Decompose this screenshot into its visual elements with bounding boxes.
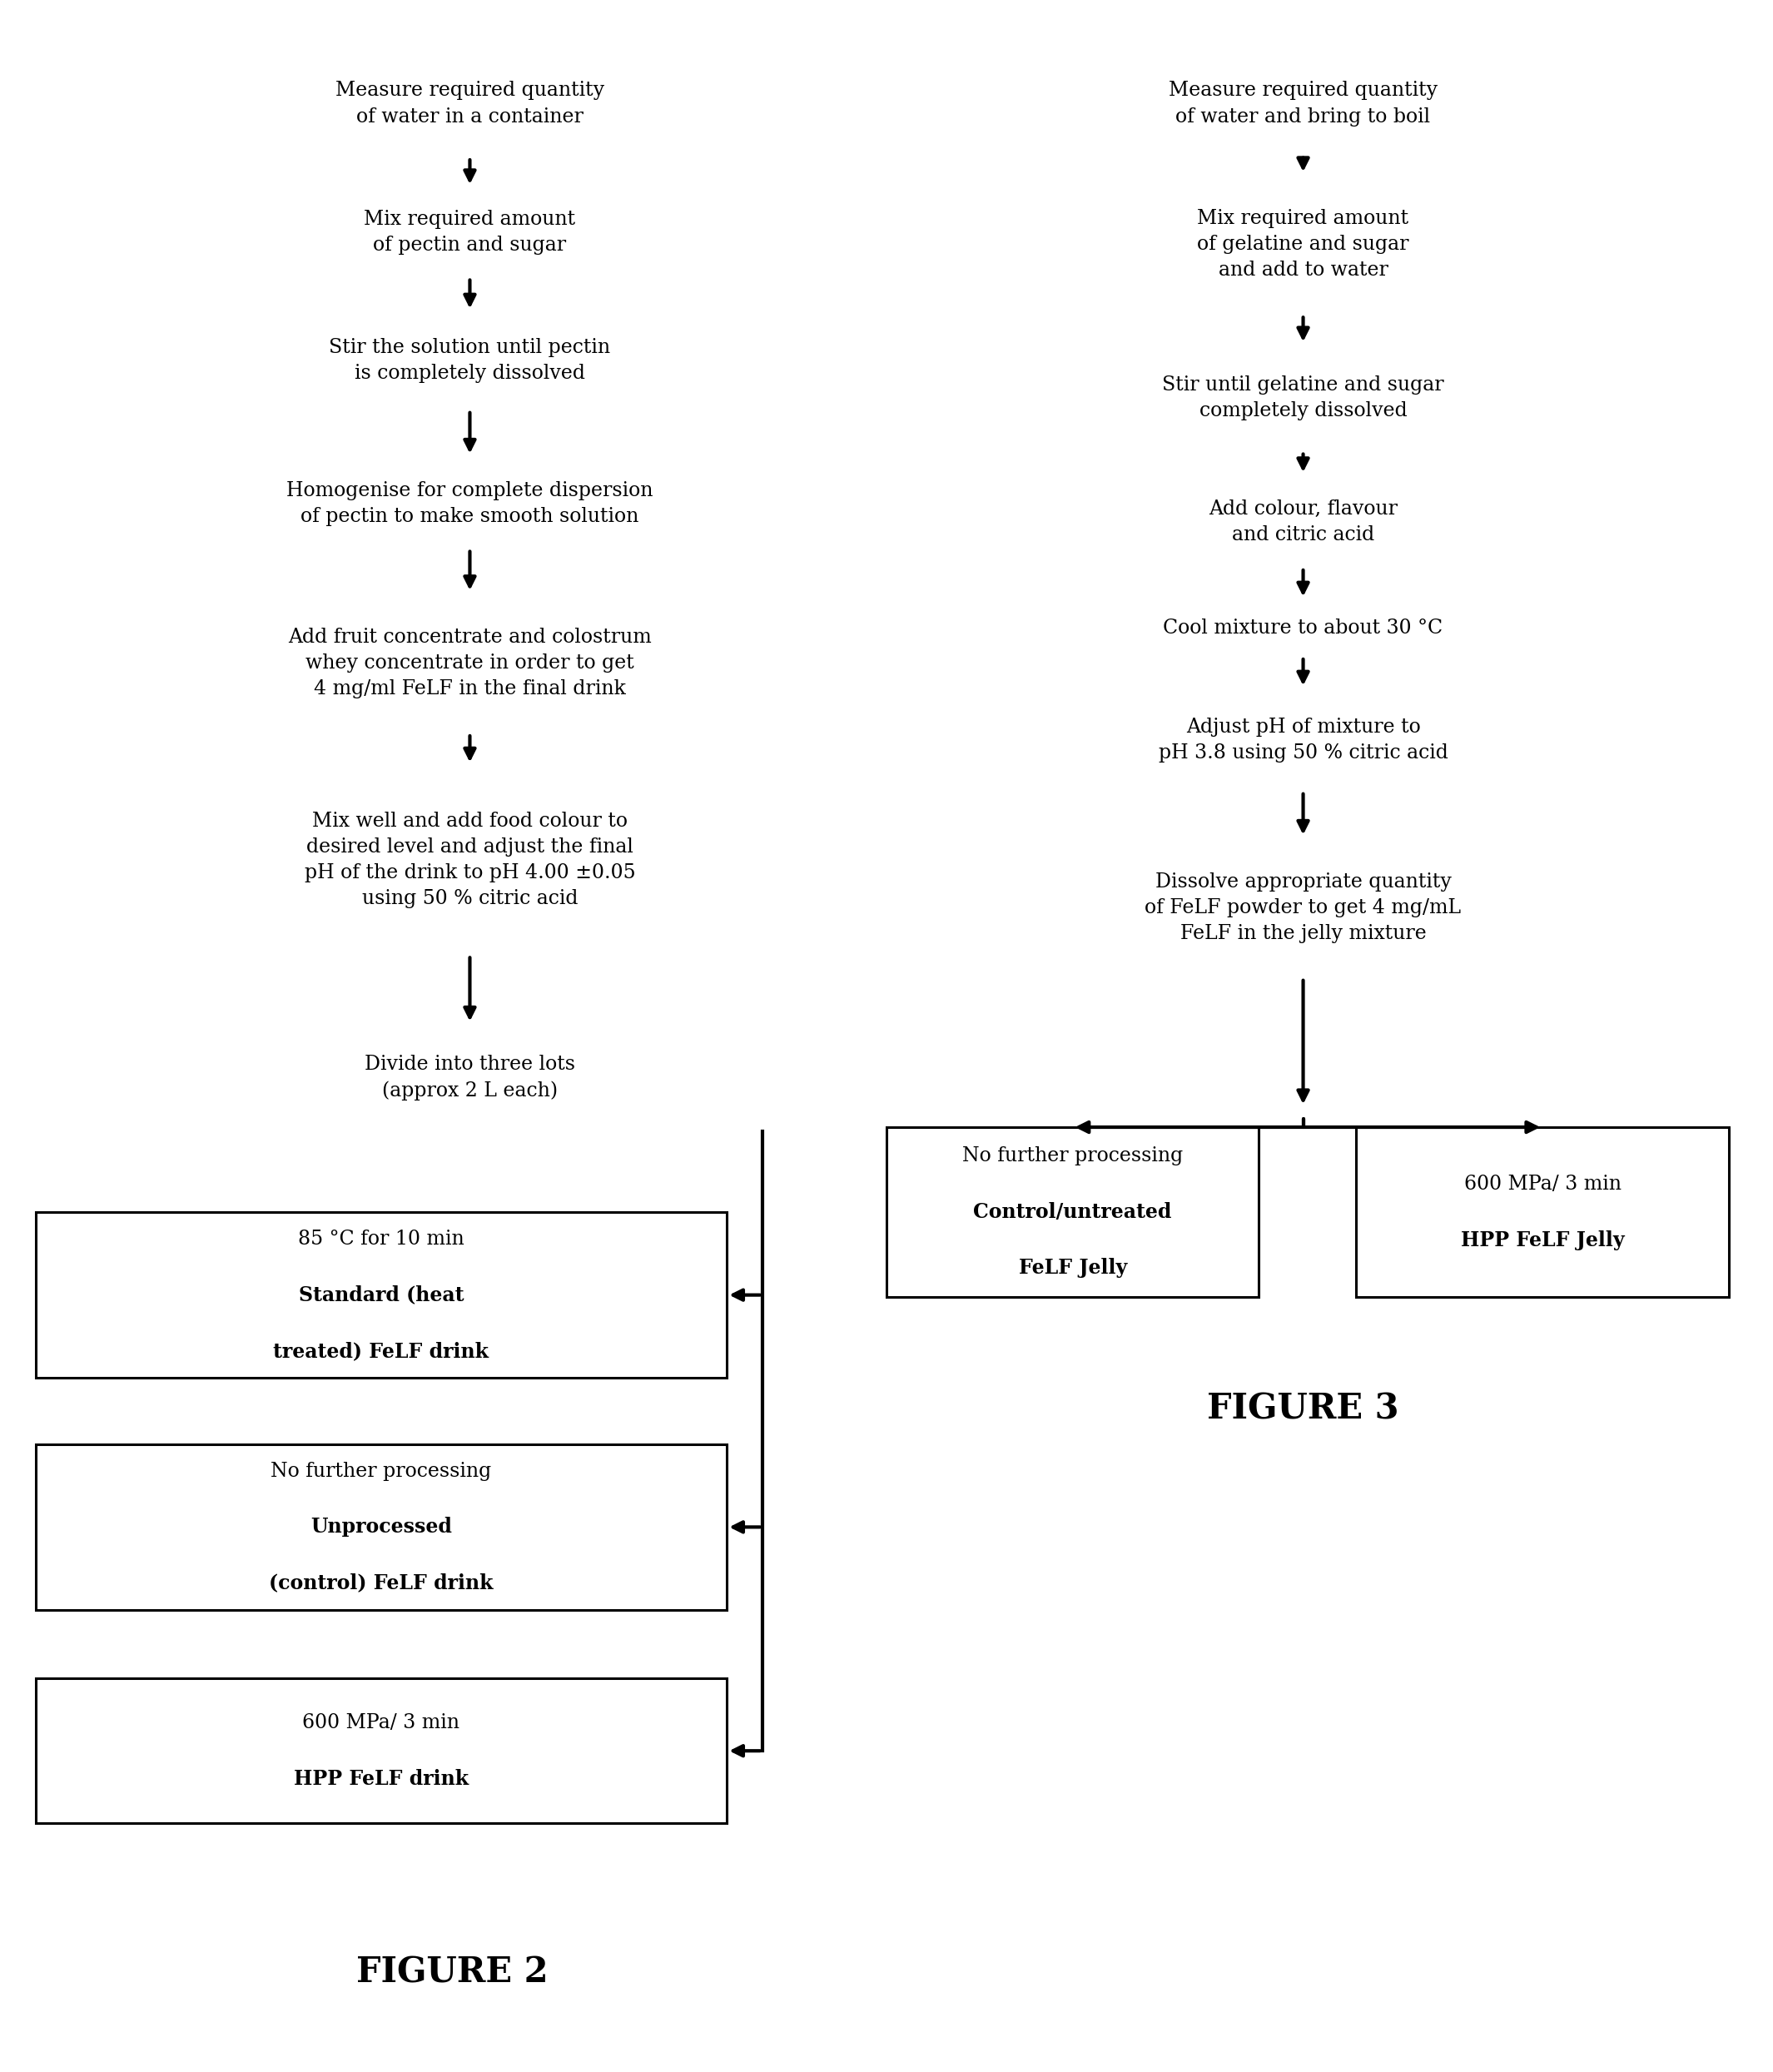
FancyBboxPatch shape	[35, 1678, 727, 1823]
Text: FeLF Jelly: FeLF Jelly	[1018, 1258, 1128, 1278]
Text: Divide into three lots
(approx 2 L each): Divide into three lots (approx 2 L each)	[365, 1055, 574, 1100]
Text: 600 MPa/ 3 min: 600 MPa/ 3 min	[303, 1714, 459, 1732]
Text: FIGURE 3: FIGURE 3	[1207, 1392, 1399, 1426]
Text: Add colour, flavour
and citric acid: Add colour, flavour and citric acid	[1209, 499, 1397, 545]
Text: Stir until gelatine and sugar
completely dissolved: Stir until gelatine and sugar completely…	[1163, 375, 1443, 421]
Text: FIGURE 2: FIGURE 2	[356, 1956, 548, 1989]
FancyBboxPatch shape	[886, 1127, 1259, 1297]
Text: Stir the solution until pectin
is completely dissolved: Stir the solution until pectin is comple…	[330, 338, 610, 383]
Text: HPP FeLF drink: HPP FeLF drink	[294, 1769, 468, 1788]
FancyBboxPatch shape	[35, 1212, 727, 1378]
Text: Add fruit concentrate and colostrum
whey concentrate in order to get
4 mg/ml FeL: Add fruit concentrate and colostrum whey…	[287, 628, 652, 698]
Text: Homogenise for complete dispersion
of pectin to make smooth solution: Homogenise for complete dispersion of pe…	[287, 481, 652, 526]
FancyBboxPatch shape	[1356, 1127, 1729, 1297]
Text: Dissolve appropriate quantity
of FeLF powder to get 4 mg/mL
FeLF in the jelly mi: Dissolve appropriate quantity of FeLF po…	[1145, 872, 1461, 943]
Text: 85 °C for 10 min: 85 °C for 10 min	[298, 1229, 465, 1249]
Text: Adjust pH of mixture to
pH 3.8 using 50 % citric acid: Adjust pH of mixture to pH 3.8 using 50 …	[1158, 717, 1449, 762]
Text: HPP FeLF Jelly: HPP FeLF Jelly	[1461, 1231, 1624, 1249]
Text: No further processing: No further processing	[271, 1461, 491, 1481]
Text: Unprocessed: Unprocessed	[310, 1517, 452, 1537]
Text: (control) FeLF drink: (control) FeLF drink	[269, 1573, 493, 1593]
FancyBboxPatch shape	[35, 1444, 727, 1610]
Text: Cool mixture to about 30 °C: Cool mixture to about 30 °C	[1163, 617, 1443, 638]
Text: Measure required quantity
of water in a container: Measure required quantity of water in a …	[335, 81, 605, 126]
Text: Standard (heat: Standard (heat	[298, 1285, 465, 1305]
Text: Control/untreated: Control/untreated	[973, 1202, 1172, 1222]
Text: Mix well and add food colour to
desired level and adjust the final
pH of the dri: Mix well and add food colour to desired …	[305, 812, 635, 908]
Text: No further processing: No further processing	[963, 1146, 1183, 1167]
Text: Mix required amount
of pectin and sugar: Mix required amount of pectin and sugar	[363, 209, 576, 255]
Text: 600 MPa/ 3 min: 600 MPa/ 3 min	[1464, 1175, 1621, 1193]
Text: Measure required quantity
of water and bring to boil: Measure required quantity of water and b…	[1168, 81, 1438, 126]
Text: Mix required amount
of gelatine and sugar
and add to water: Mix required amount of gelatine and suga…	[1197, 209, 1410, 280]
Text: treated) FeLF drink: treated) FeLF drink	[273, 1341, 489, 1361]
